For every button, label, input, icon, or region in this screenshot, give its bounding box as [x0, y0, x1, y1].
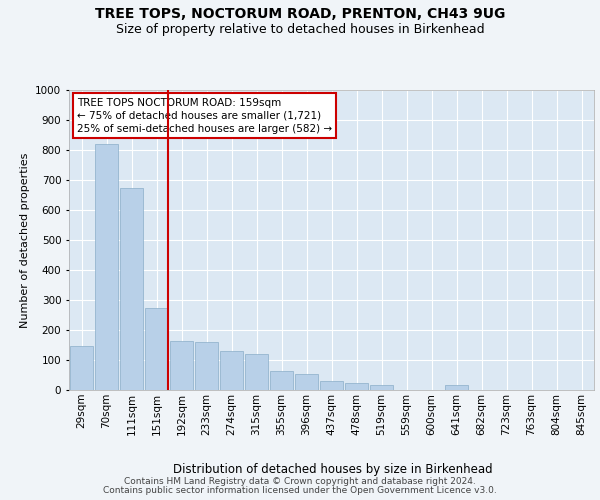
- Bar: [220, 351, 243, 390]
- Bar: [345, 382, 368, 390]
- Bar: [195, 342, 218, 390]
- Text: Distribution of detached houses by size in Birkenhead: Distribution of detached houses by size …: [173, 462, 493, 475]
- Bar: [320, 381, 343, 390]
- Bar: [270, 370, 293, 390]
- Bar: [70, 346, 93, 390]
- Text: Contains public sector information licensed under the Open Government Licence v3: Contains public sector information licen…: [103, 486, 497, 495]
- Bar: [295, 374, 318, 390]
- Bar: [370, 384, 393, 390]
- Y-axis label: Number of detached properties: Number of detached properties: [20, 152, 29, 328]
- Bar: [145, 308, 168, 390]
- Bar: [170, 340, 193, 390]
- Text: Contains HM Land Registry data © Crown copyright and database right 2024.: Contains HM Land Registry data © Crown c…: [124, 477, 476, 486]
- Bar: [95, 144, 118, 390]
- Text: TREE TOPS, NOCTORUM ROAD, PRENTON, CH43 9UG: TREE TOPS, NOCTORUM ROAD, PRENTON, CH43 …: [95, 8, 505, 22]
- Text: TREE TOPS NOCTORUM ROAD: 159sqm
← 75% of detached houses are smaller (1,721)
25%: TREE TOPS NOCTORUM ROAD: 159sqm ← 75% of…: [77, 98, 332, 134]
- Bar: [445, 384, 468, 390]
- Text: Size of property relative to detached houses in Birkenhead: Size of property relative to detached ho…: [116, 22, 484, 36]
- Bar: [120, 188, 143, 390]
- Bar: [245, 354, 268, 390]
